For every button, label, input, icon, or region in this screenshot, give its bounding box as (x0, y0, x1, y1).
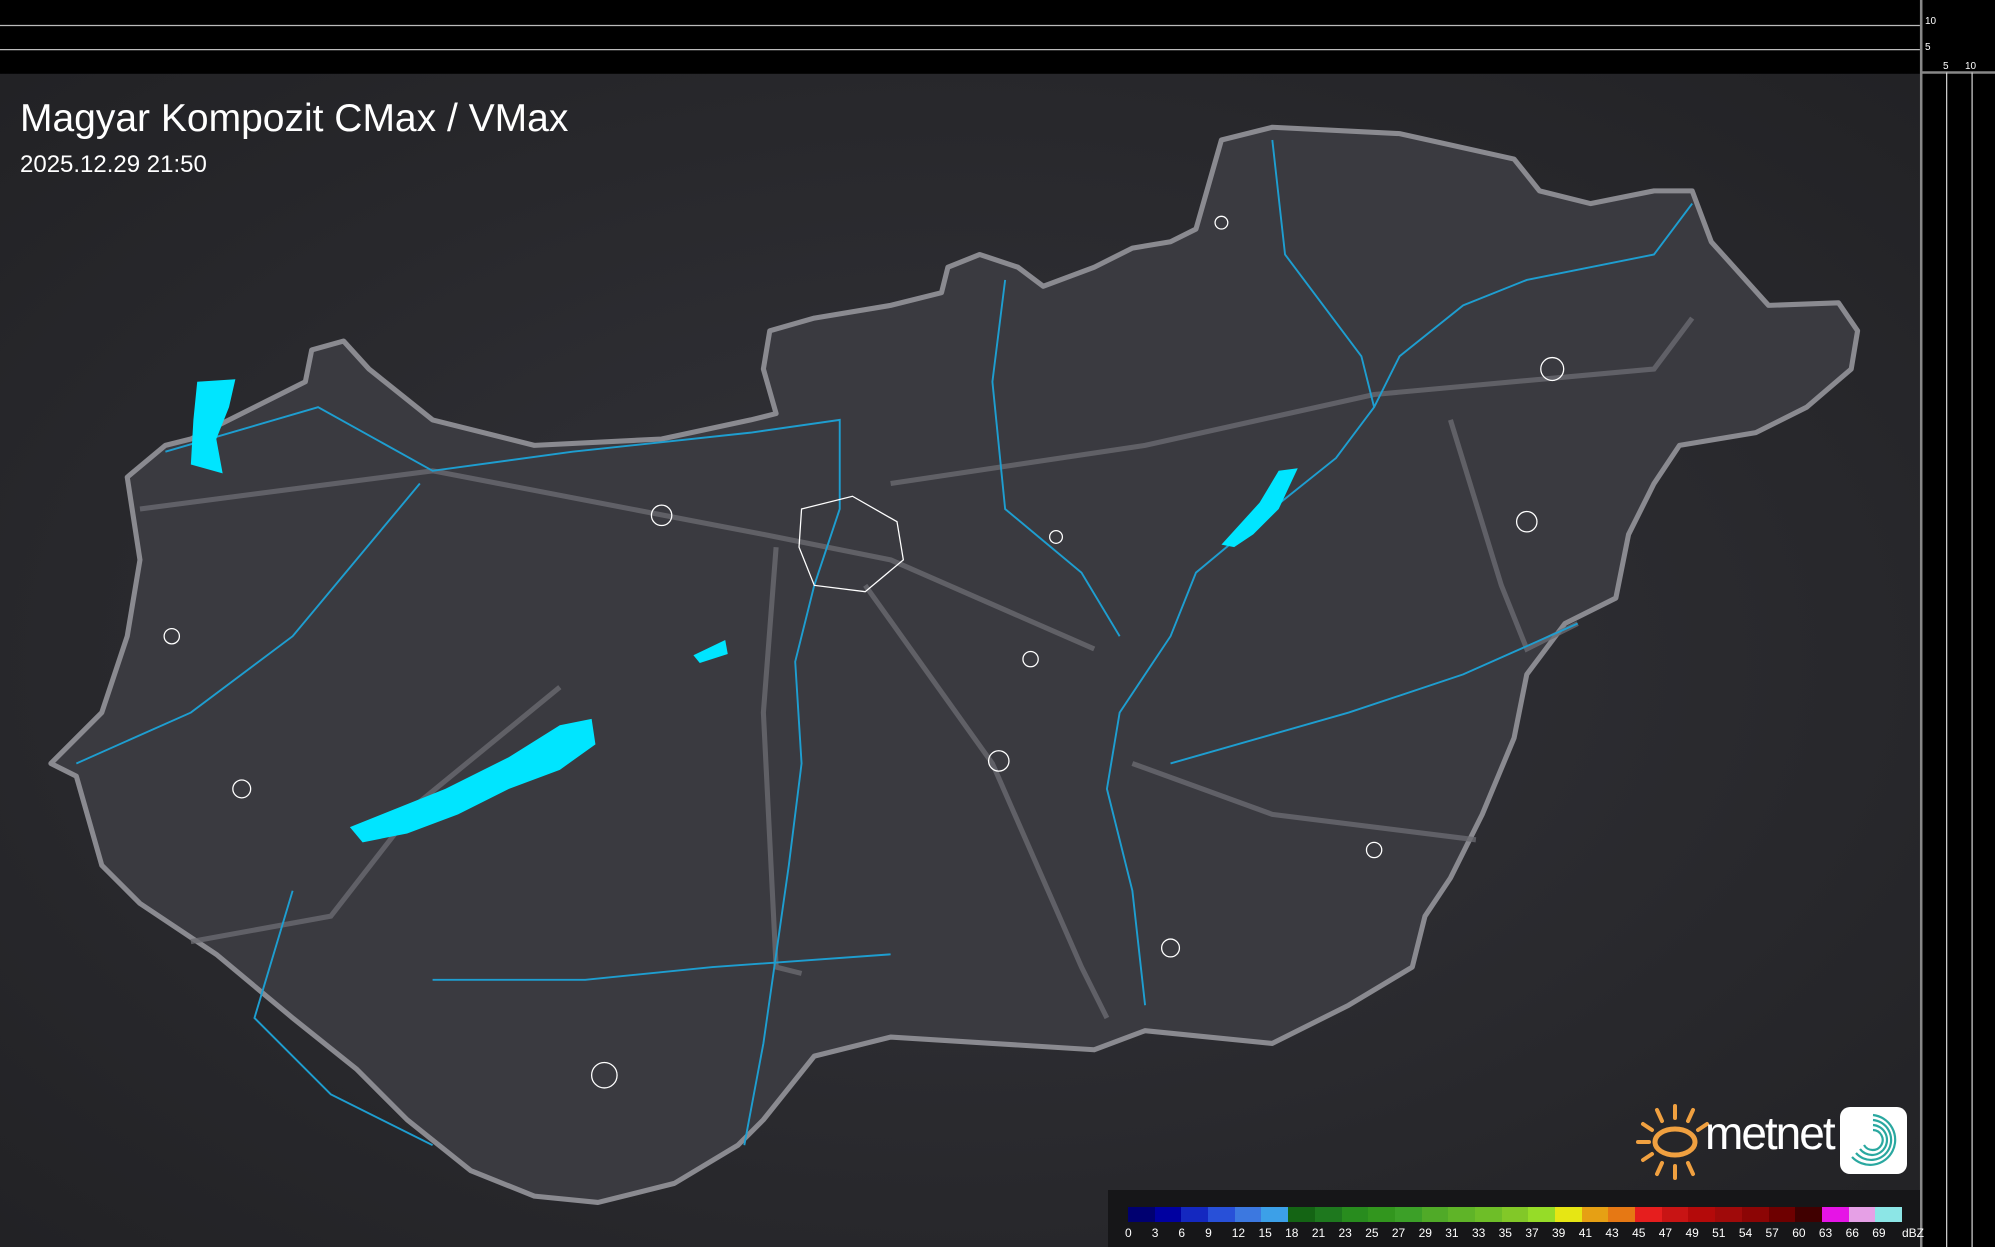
color-cell (1394, 1207, 1422, 1222)
legend-label: 49 (1685, 1226, 1699, 1240)
spiral-icon (1851, 1113, 1897, 1166)
color-cell (1821, 1207, 1849, 1222)
legend-label: 45 (1632, 1226, 1646, 1240)
color-cell (1741, 1207, 1769, 1222)
rivers (75, 139, 1693, 1147)
color-cell (1421, 1207, 1449, 1222)
legend-label: 69 (1872, 1226, 1886, 1240)
color-cell (1501, 1207, 1529, 1222)
legend-label: 51 (1712, 1226, 1726, 1240)
legend-label: 60 (1792, 1226, 1806, 1240)
county-borders (139, 316, 1695, 1020)
color-cell (1234, 1207, 1262, 1222)
map-timestamp: 2025.12.29 21:50 (20, 151, 207, 178)
legend-label: 31 (1445, 1226, 1459, 1240)
metnet-app-icon (1840, 1107, 1907, 1174)
legend-label: 12 (1231, 1226, 1246, 1240)
legend-label: 15 (1258, 1226, 1272, 1240)
color-cell (1474, 1207, 1502, 1222)
legend-label: 9 (1205, 1226, 1212, 1240)
lake-tisza (1221, 468, 1298, 548)
lake-balaton (349, 718, 596, 843)
legend-label: 29 (1418, 1226, 1432, 1240)
metnet-wordmark: metnet (1705, 1107, 1836, 1159)
top-tick-10: 10 (1925, 16, 1937, 27)
legend-label: 6 (1178, 1226, 1186, 1240)
top-strip (0, 0, 1995, 74)
color-bar (1128, 1207, 1902, 1222)
color-cell (1715, 1207, 1742, 1222)
color-cell (1635, 1207, 1662, 1222)
legend-label: 39 (1552, 1226, 1566, 1240)
legend-label: 35 (1498, 1226, 1512, 1240)
color-cell (1608, 1207, 1636, 1222)
color-cell (1795, 1207, 1822, 1222)
legend-label: 43 (1605, 1226, 1619, 1240)
color-cell (1848, 1207, 1876, 1222)
right-strip (1921, 0, 1995, 1247)
color-cell (1314, 1207, 1342, 1222)
color-cell (1768, 1207, 1796, 1222)
color-cell (1288, 1207, 1315, 1222)
dbz-color-legend: 0 3 6 9 12 15 18 21 23 25 27 29 31 33 35 37 39 41 43 45 47 49… (1108, 1190, 1924, 1247)
right-tick-10: 10 (1965, 61, 1977, 72)
color-cell (1128, 1207, 1155, 1222)
color-cell (1688, 1207, 1716, 1222)
color-cell (1208, 1207, 1235, 1222)
color-cell (1528, 1207, 1555, 1222)
sun-icon (1636, 1104, 1709, 1180)
color-cell (1661, 1207, 1689, 1222)
hungary-outline (48, 124, 1861, 1206)
lake-velence (693, 640, 728, 663)
legend-label: 37 (1525, 1226, 1539, 1240)
legend-label: 3 (1151, 1226, 1159, 1240)
legend-label: 18 (1285, 1226, 1299, 1240)
top-tick-5: 5 (1925, 42, 1931, 53)
color-cell (1261, 1207, 1289, 1222)
lakes (190, 379, 1298, 843)
color-cell (1341, 1207, 1369, 1222)
color-cell (1181, 1207, 1209, 1222)
color-cell (1581, 1207, 1609, 1222)
right-tick-5: 5 (1943, 61, 1949, 72)
color-cell (1368, 1207, 1395, 1222)
legend-label: 47 (1658, 1226, 1673, 1240)
legend-label: 33 (1471, 1226, 1486, 1240)
legend-unit: dBZ (1901, 1226, 1924, 1240)
legend-label: 0 (1125, 1226, 1132, 1240)
legend-label: 63 (1818, 1226, 1833, 1240)
color-cell (1154, 1207, 1182, 1222)
color-cell (1875, 1207, 1902, 1222)
settlement-outlines (163, 215, 1565, 1089)
color-cell (1448, 1207, 1475, 1222)
legend-label: 41 (1578, 1226, 1593, 1240)
legend-label: 27 (1391, 1226, 1406, 1240)
legend-label: 21 (1311, 1226, 1326, 1240)
legend-label: 25 (1365, 1226, 1379, 1240)
legend-label: 57 (1765, 1226, 1779, 1240)
metnet-logo[interactable]: metnet (1635, 1100, 1915, 1182)
legend-label: 54 (1738, 1226, 1753, 1240)
lake-ferto (190, 379, 236, 474)
legend-label: 66 (1845, 1226, 1859, 1240)
color-bar-labels: 0 3 6 9 12 15 18 21 23 25 27 29 31 33 35 37 39 41 43 45 47 49… (1125, 1226, 1924, 1240)
color-cell (1555, 1207, 1582, 1222)
legend-label: 23 (1338, 1226, 1352, 1240)
map-title: Magyar Kompozit CMax / VMax (20, 97, 569, 140)
